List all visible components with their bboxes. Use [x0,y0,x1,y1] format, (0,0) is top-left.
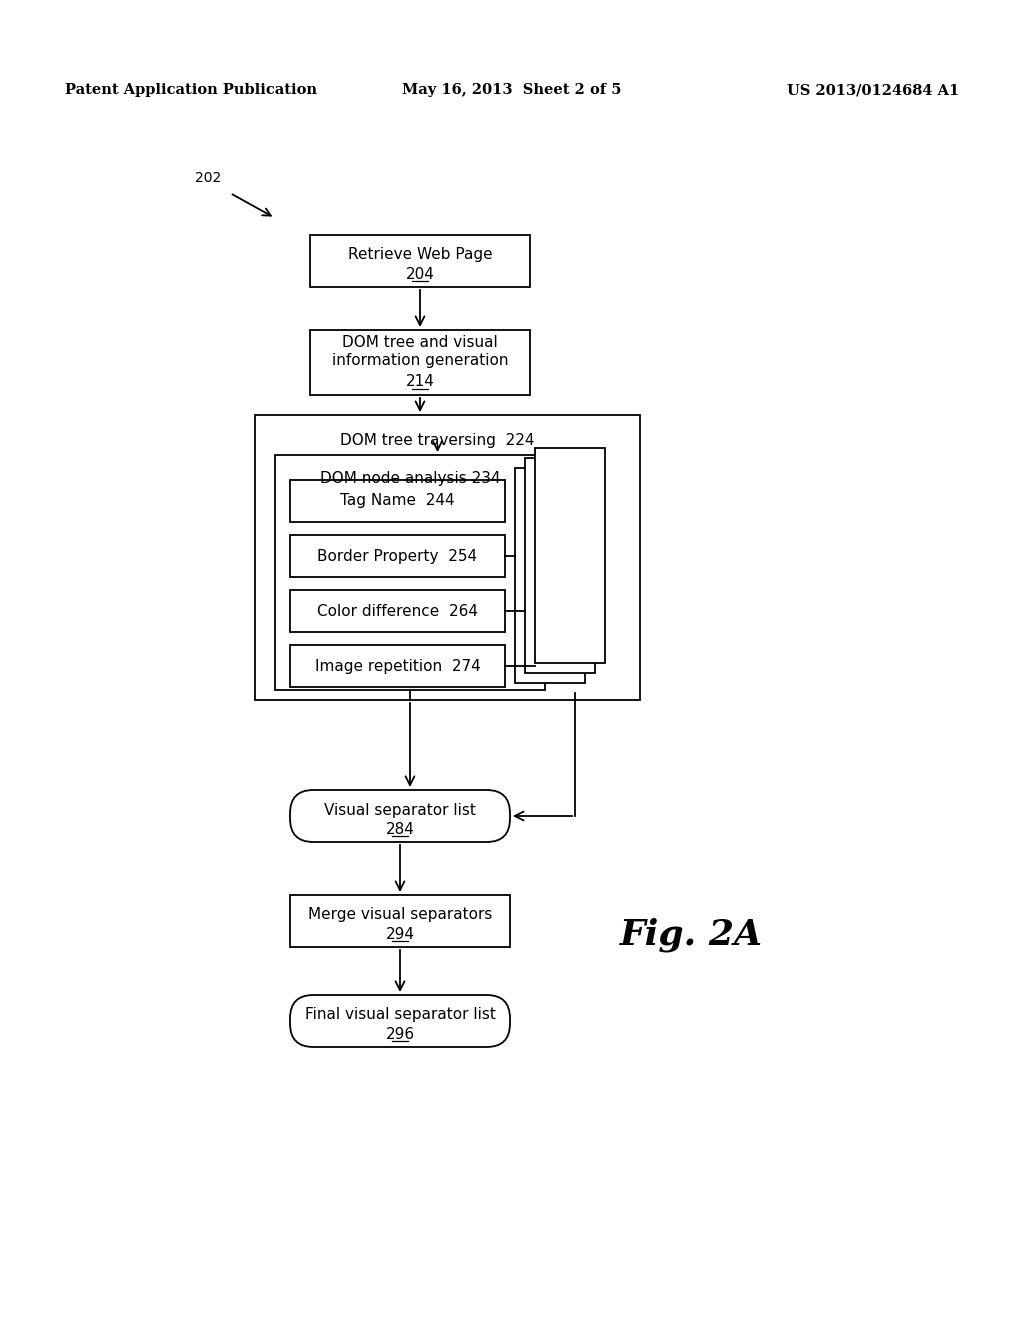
Bar [290,645,505,686]
Bar [310,330,530,395]
Text: 204: 204 [406,267,434,282]
Text: Image repetition  274: Image repetition 274 [314,659,480,673]
Text: DOM tree traversing  224: DOM tree traversing 224 [340,433,535,447]
Bar [310,235,530,286]
Bar [505,478,575,693]
Text: DOM node analysis 234: DOM node analysis 234 [319,471,501,486]
Bar [290,480,505,521]
Bar [525,458,595,673]
Text: 294: 294 [385,927,415,942]
FancyBboxPatch shape [290,995,510,1047]
Bar [290,535,505,577]
Text: US 2013/0124684 A1: US 2013/0124684 A1 [786,83,959,96]
Bar [290,590,505,632]
Text: 296: 296 [385,1027,415,1041]
Bar [535,447,605,663]
Text: 214: 214 [406,375,434,389]
Text: May 16, 2013  Sheet 2 of 5: May 16, 2013 Sheet 2 of 5 [402,83,622,96]
Text: Patent Application Publication: Patent Application Publication [65,83,317,96]
Text: DOM tree and visual
information generation: DOM tree and visual information generati… [332,335,508,368]
Text: Color difference  264: Color difference 264 [317,603,478,619]
Text: 202: 202 [195,172,221,185]
Bar [275,455,545,690]
Bar [515,469,585,682]
Text: 284: 284 [386,822,415,837]
Text: Tag Name  244: Tag Name 244 [340,494,455,508]
Text: Visual separator list: Visual separator list [324,803,476,817]
Bar [290,895,510,946]
Bar [255,414,640,700]
Text: Merge visual separators: Merge visual separators [308,908,493,923]
Text: Border Property  254: Border Property 254 [317,549,477,564]
FancyBboxPatch shape [290,789,510,842]
Text: Final visual separator list: Final visual separator list [304,1007,496,1023]
Text: Retrieve Web Page: Retrieve Web Page [348,248,493,263]
Text: Fig. 2A: Fig. 2A [620,917,763,952]
